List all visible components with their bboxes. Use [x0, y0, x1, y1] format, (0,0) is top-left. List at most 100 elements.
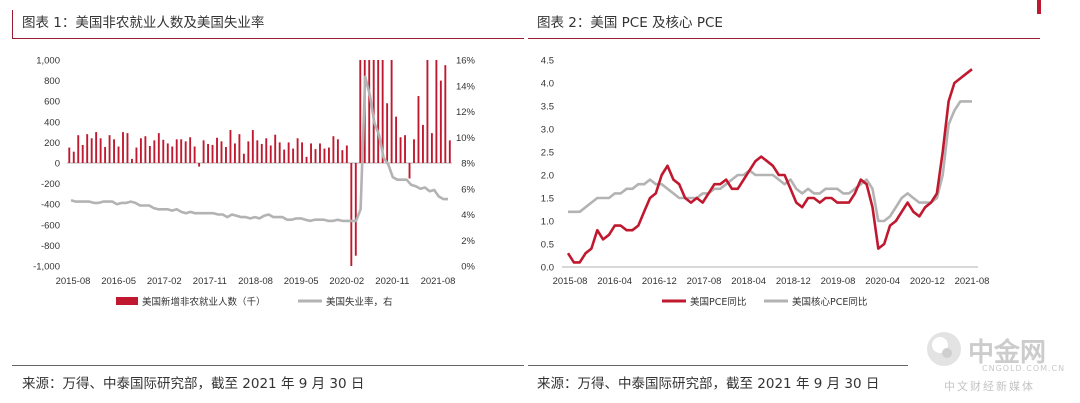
y-left-tick-label: 800 [44, 76, 60, 87]
y-right-tick-label: 14% [456, 81, 476, 92]
nonfarm-bar [444, 65, 447, 163]
nonfarm-bar [269, 145, 272, 163]
nonfarm-bar [305, 156, 308, 163]
y-right-tick-label: 16% [456, 56, 476, 67]
left-x-axis-labels: 2015-08 2016-05 2017-02 2017-11 2018-08 2019-… [56, 276, 456, 287]
left-chart-title: 图表 1：美国非农就业人数及美国失业率 [22, 15, 265, 31]
x-tick-label: 2018-12 [776, 276, 811, 287]
x-tick-label: 2017-11 [193, 276, 227, 287]
left-source-rule [12, 365, 524, 366]
x-tick-label: 2018-08 [238, 276, 273, 287]
nonfarm-bar [323, 148, 326, 163]
left-legend: 美国新增非农就业人数（千） 美国失业率，右 [116, 296, 393, 308]
right-chart-title: 图表 2：美国 PCE 及核心 PCE [537, 15, 723, 31]
nonfarm-bar [113, 139, 115, 163]
x-tick-label: 2019-08 [821, 276, 856, 287]
nonfarm-bar [354, 163, 357, 256]
nonfarm-bar [399, 137, 402, 163]
pce-chart: 4.54.03.53.02.52.01.51.00.50.0 2015-08 20… [541, 56, 990, 309]
nonfarm-bar [157, 133, 160, 163]
nonfarm-bar [153, 140, 156, 163]
y-tick-label: 4.0 [541, 79, 554, 90]
x-tick-label: 2018-04 [731, 276, 766, 287]
nonfarm-bar [386, 103, 389, 163]
y-left-tick-label: 400 [44, 117, 60, 128]
nonfarm-bar [72, 151, 75, 163]
nonfarm-bar [332, 136, 335, 163]
nonfarm-bar [319, 143, 321, 163]
nonfarm-bar [265, 138, 268, 163]
x-tick-label: 2017-08 [687, 276, 722, 287]
x-tick-label: 2016-04 [597, 276, 632, 287]
left-title-rule [12, 38, 524, 39]
nonfarm-bar [108, 135, 111, 163]
nonfarm-bar [448, 140, 451, 163]
nonfarm-bar [260, 143, 263, 163]
nonfarm-bar [207, 143, 209, 163]
nonfarm-bar [184, 141, 187, 163]
y-tick-label: 1.0 [541, 217, 554, 228]
x-tick-label: 2015-08 [553, 276, 588, 287]
y-tick-label: 3.5 [541, 102, 554, 113]
nonfarm-bar [162, 139, 165, 163]
y-left-tick-label: -1,000 [33, 262, 60, 273]
nonfarm-bar [126, 133, 129, 163]
nonfarm-bar [247, 141, 250, 163]
right-source-note: 来源：万得、中泰国际研究部，截至 2021 年 9 月 30 日 [537, 376, 880, 392]
legend-label-unemployment: 美国失业率，右 [326, 296, 393, 308]
nonfarm-bar [122, 132, 124, 163]
x-tick-label: 2020-11 [375, 276, 409, 287]
watermark-name: 中金网 [968, 337, 1046, 368]
y-left-tick-label: 1,000 [36, 56, 60, 67]
nonfarm-bar [175, 139, 178, 163]
nonfarm-bar [202, 140, 205, 163]
watermark-dot [942, 348, 952, 358]
nonfarm-bar [131, 158, 133, 163]
nonfarm-bar [336, 139, 339, 163]
nonfarm-bar [256, 140, 259, 163]
right-title-rule [528, 38, 1040, 39]
nonfarm-bar [95, 132, 98, 163]
legend-swatch-nonfarm [116, 297, 138, 305]
nonfarm-bar [292, 148, 295, 163]
nonfarm-bar [381, 60, 384, 163]
left-source-note: 来源：万得、中泰国际研究部，截至 2021 年 9 月 30 日 [22, 376, 365, 392]
nonfarm-bar [68, 147, 71, 163]
y-tick-label: 0.0 [541, 263, 554, 274]
nonfarm-bar [377, 60, 380, 163]
y-tick-label: 3.0 [541, 125, 554, 136]
nonfarm-bar [216, 137, 218, 163]
nonfarm-bar [301, 142, 304, 163]
nonfarm-bar [350, 163, 353, 266]
left-y-axis-right-labels: 16% 14% 12% 10% 8% 6% 4% 2% 0% [456, 56, 476, 273]
y-tick-label: 2.5 [541, 148, 554, 159]
nonfarm-bar [439, 80, 442, 163]
nonfarm-bar [139, 138, 142, 163]
nonfarm-bar [430, 133, 433, 163]
y-right-tick-label: 12% [456, 107, 476, 118]
nonfarm-bar [166, 143, 169, 163]
nonfarm-bar [314, 149, 317, 163]
nonfarm-bar [422, 124, 424, 163]
nonfarm-bar [341, 150, 344, 164]
nonfarm-bar [117, 146, 120, 163]
pce-line [566, 68, 973, 264]
nonfarm-bar [327, 147, 330, 163]
x-tick-label: 2020-04 [865, 276, 900, 287]
nonfarm-bar [359, 60, 362, 163]
nonfarm-bar [238, 134, 241, 163]
y-left-tick-label: -200 [41, 179, 60, 190]
nonfarm-bar [144, 136, 147, 163]
nonfarm-bar [287, 142, 290, 163]
right-source-rule [528, 365, 908, 366]
nonfarm-bar [310, 143, 312, 163]
nonfarm-bar [242, 153, 245, 163]
nonfarm-bar [104, 147, 107, 163]
y-tick-label: 4.5 [541, 56, 554, 67]
y-tick-label: 1.5 [541, 194, 554, 205]
legend-label-pce: 美国PCE同比 [690, 296, 746, 308]
y-right-tick-label: 0% [461, 262, 475, 273]
nonfarm-bar [274, 134, 277, 163]
nonfarm-bar [193, 146, 196, 163]
